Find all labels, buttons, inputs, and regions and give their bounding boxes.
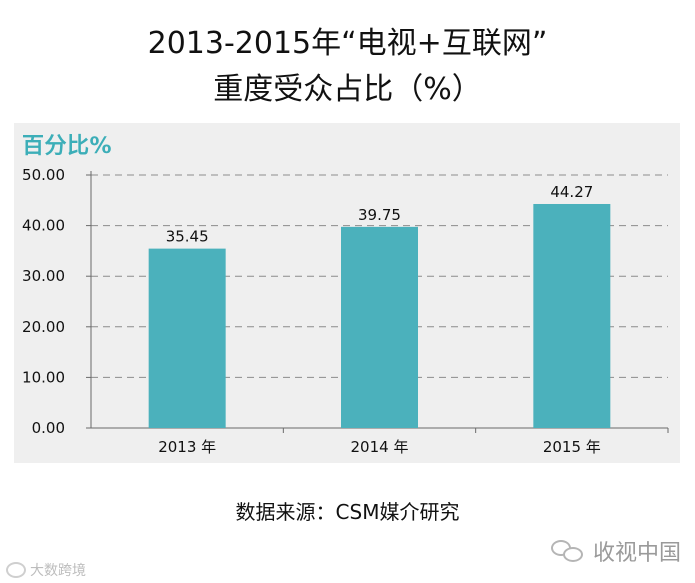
bar — [341, 226, 418, 428]
bar — [533, 203, 611, 428]
x-tick-label: 2014 年 — [351, 438, 409, 456]
weibo-icon — [6, 562, 26, 578]
weibo-watermark-text: 大数跨境 — [30, 563, 86, 579]
y-tick-label: 50.00 — [22, 166, 65, 184]
y-tick-label: 0.00 — [32, 419, 65, 437]
y-tick-label: 20.00 — [22, 318, 65, 336]
data-label: 35.45 — [166, 228, 209, 246]
chart-title-line-1: 2013-2015年“电视+互联网” — [147, 26, 548, 61]
source-note: 数据来源：CSM媒介研究 — [235, 500, 460, 524]
chart-title-line-2: 重度受众占比（%） — [213, 72, 482, 107]
wechat-watermark: 收视中国 — [550, 535, 681, 567]
y-tick-label: 40.00 — [22, 217, 65, 235]
x-tick-label: 2013 年 — [158, 438, 216, 456]
y-tick-label: 10.00 — [22, 368, 65, 386]
data-label: 39.75 — [358, 206, 401, 224]
bar — [148, 248, 226, 428]
x-tick-label: 2015 年 — [543, 438, 601, 456]
data-label: 44.27 — [550, 183, 593, 201]
wechat-icon — [550, 538, 585, 564]
weibo-watermark: 大数跨境 — [6, 560, 86, 580]
panel-label: 百分比% — [22, 134, 113, 159]
y-tick-label: 30.00 — [22, 267, 65, 285]
wechat-watermark-text: 收视中国 — [592, 541, 681, 566]
